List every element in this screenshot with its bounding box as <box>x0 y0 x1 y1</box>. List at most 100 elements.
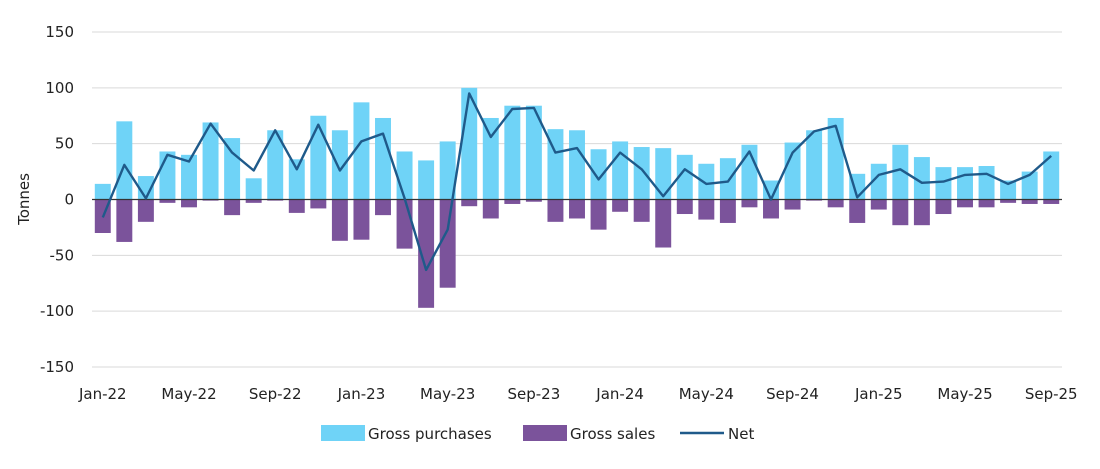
bar-gross-sales <box>763 199 779 219</box>
x-tick-label: May-23 <box>420 385 475 403</box>
x-tick-label: May-24 <box>679 385 734 403</box>
x-tick-label: Jan-25 <box>854 385 903 403</box>
bar-gross-sales <box>181 199 197 208</box>
x-tick-label: Sep-25 <box>1025 385 1078 403</box>
legend-label-gross-sales: Gross sales <box>570 425 655 443</box>
bar-gross-sales <box>331 199 348 241</box>
bar-gross-sales <box>590 199 607 230</box>
bar-gross-purchases <box>612 141 629 200</box>
x-tick-label: Jan-23 <box>337 385 386 403</box>
legend-label-net: Net <box>728 425 754 443</box>
bar-gross-sales <box>547 199 564 222</box>
x-tick-label: Jan-24 <box>595 385 644 403</box>
bar-gross-sales <box>159 199 176 203</box>
y-tick-label: -50 <box>50 246 75 264</box>
bar-gross-purchases <box>784 142 801 200</box>
x-tick-label: Sep-22 <box>249 385 302 403</box>
legend-label-gross-purchases: Gross purchases <box>368 425 492 443</box>
y-axis-title: Tonnes <box>15 173 33 226</box>
bar-gross-purchases <box>396 151 413 200</box>
bar-gross-purchases <box>935 167 952 200</box>
bar-gross-purchases <box>676 154 693 200</box>
bar-gross-sales <box>1021 199 1038 204</box>
bar-gross-purchases <box>439 141 456 200</box>
bar-gross-sales <box>612 199 629 212</box>
bar-gross-sales <box>525 199 542 202</box>
y-tick-label: 100 <box>45 79 74 97</box>
bar-gross-sales <box>1043 199 1060 204</box>
bar-gross-sales <box>849 199 866 223</box>
bar-gross-sales <box>375 199 391 216</box>
bar-gross-purchases <box>978 166 995 200</box>
bar-gross-sales <box>116 199 133 242</box>
bar-gross-purchases <box>116 121 133 200</box>
bar-gross-sales <box>957 199 973 208</box>
bar-gross-purchases <box>827 117 844 200</box>
bar-gross-purchases <box>375 117 391 200</box>
legend-item-net: Net <box>680 425 754 443</box>
bar-gross-sales <box>439 199 456 288</box>
bar-gross-purchases <box>569 130 585 200</box>
bar-gross-sales <box>288 199 305 213</box>
bar-gross-sales <box>224 199 241 216</box>
y-tick-label: 0 <box>64 191 74 209</box>
bar-gross-sales <box>827 199 844 208</box>
bar-gross-sales <box>504 199 521 204</box>
bar-gross-purchases <box>267 130 284 200</box>
bar-gross-sales <box>461 199 478 207</box>
bar-gross-sales <box>137 199 154 222</box>
bar-gross-purchases <box>590 149 607 200</box>
bar-gross-purchases <box>331 130 348 200</box>
legend-swatch-gross-sales <box>523 425 567 441</box>
gross-sales-bars <box>94 199 1060 308</box>
legend-swatch-gross-purchases <box>321 425 365 441</box>
bar-gross-sales <box>655 199 672 248</box>
bar-gross-sales <box>396 199 413 249</box>
bar-gross-purchases <box>159 151 176 200</box>
legend-item-gross-purchases: Gross purchases <box>321 425 492 443</box>
gross-purchases-bars <box>94 87 1060 200</box>
bar-gross-purchases <box>504 105 521 200</box>
y-axis-ticks: 150 100 50 0 -50 -100 -150 <box>40 23 74 376</box>
bar-gross-sales <box>482 199 499 219</box>
bar-gross-purchases <box>418 160 435 200</box>
bar-gross-sales <box>418 199 435 308</box>
bar-gross-sales <box>1000 199 1017 203</box>
bar-gross-sales <box>978 199 995 208</box>
bar-gross-sales <box>569 199 585 219</box>
bar-gross-purchases <box>224 138 241 200</box>
bar-gross-purchases <box>353 102 370 200</box>
x-tick-label: Sep-24 <box>766 385 819 403</box>
x-tick-label: May-22 <box>161 385 216 403</box>
bar-gross-purchases <box>698 163 715 200</box>
bar-gross-purchases <box>94 183 111 200</box>
legend: Gross purchases Gross sales Net <box>321 425 754 443</box>
bar-gross-purchases <box>806 130 823 200</box>
y-tick-label: -150 <box>40 358 74 376</box>
bar-gross-purchases <box>633 147 650 200</box>
bar-gross-purchases <box>719 158 736 200</box>
y-tick-label: -100 <box>40 302 74 320</box>
bar-gross-purchases <box>245 178 262 200</box>
net-line-group <box>101 92 1052 272</box>
bar-gross-sales <box>913 199 930 226</box>
bar-gross-sales <box>719 199 736 223</box>
x-axis-ticks: Jan-22 May-22 Sep-22 Jan-23 May-23 Sep-23 Jan-… <box>78 385 1078 403</box>
bar-gross-sales <box>892 199 909 226</box>
bar-gross-purchases <box>957 167 973 200</box>
bar-gross-sales <box>784 199 801 210</box>
bar-gross-purchases <box>288 159 305 200</box>
bar-gross-purchases <box>482 117 499 200</box>
bar-gross-sales <box>698 199 715 220</box>
bar-gross-sales <box>245 199 262 203</box>
y-tick-label: 50 <box>55 135 74 153</box>
bar-gross-purchases <box>763 180 779 200</box>
bar-gross-purchases <box>310 115 327 200</box>
bar-gross-sales <box>870 199 887 210</box>
bar-gross-purchases <box>892 144 909 200</box>
bar-gross-purchases <box>1000 180 1017 200</box>
bar-gross-sales <box>310 199 327 209</box>
bar-gross-purchases <box>181 154 197 200</box>
bar-gross-sales <box>676 199 693 215</box>
bar-gross-purchases <box>913 157 930 200</box>
